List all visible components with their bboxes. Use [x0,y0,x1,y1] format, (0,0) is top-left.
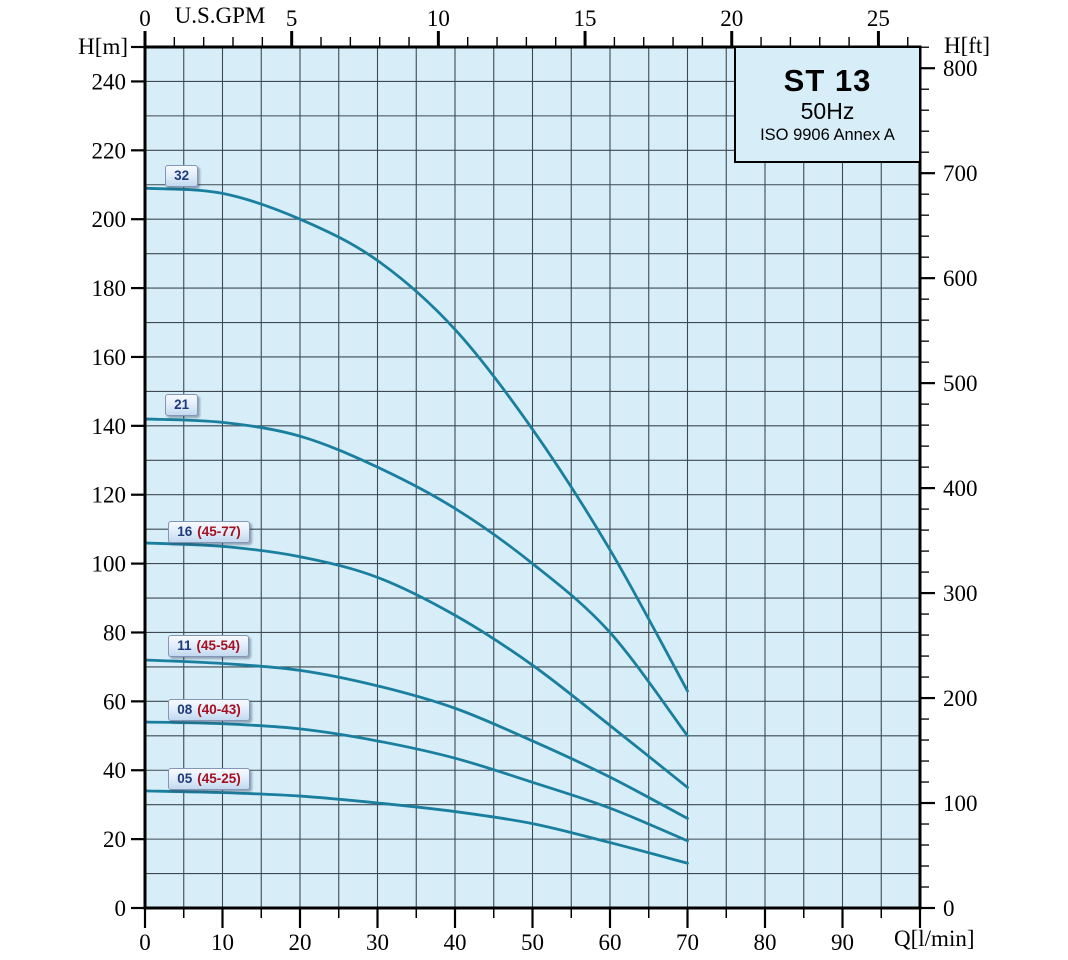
left-axis-tick-label: 200 [92,207,127,232]
right-axis-tick-label: 300 [943,581,978,606]
right-axis-tick-label: 400 [943,476,978,501]
curve-16 [143,541,689,789]
top-axis-tick-label: 25 [867,6,890,31]
right-axis-tick-label: 100 [943,791,978,816]
right-axis-tick-label: 0 [943,896,955,921]
curve-21 [143,417,689,738]
bottom-axis-unit-label: Q[l/min] [894,926,975,951]
left-axis-tick-label: 60 [103,689,126,714]
curve-label-number: 05 [177,771,193,787]
left-axis-tick-label: 120 [92,483,127,508]
curve-label-number: 21 [174,397,190,413]
curve-label-16: 16 (45-77) [168,520,250,543]
curve-label-number: 08 [177,701,193,717]
bottom-axis-tick-label: 10 [211,930,234,955]
pump-model-title: ST 13 [783,62,872,98]
curve-label-number: 32 [174,168,190,184]
curve-08 [143,720,689,843]
top-axis-tick-label: 15 [574,6,597,31]
curve-label-08: 08 (40-43) [168,698,250,721]
bottom-axis-tick-label: 30 [366,930,389,955]
top-axis-tick-label: 5 [286,6,298,31]
bottom-axis-tick-label: 40 [444,930,467,955]
bottom-axis-tick-label: 20 [289,930,312,955]
curve-label-05: 05 (45-25) [168,768,250,791]
bottom-axis-tick-label: 90 [831,930,854,955]
frequency-label: 50Hz [800,97,855,124]
bottom-axis-tick-label: 0 [139,930,151,955]
curve-label-code: (45-77) [197,523,241,539]
left-axis-tick-label: 80 [103,620,126,645]
left-axis-tick-label: 220 [92,138,127,163]
right-axis-tick-label: 500 [943,371,978,396]
right-axis-tick-label: 800 [943,56,978,81]
curve-label-code: (40-43) [197,701,241,717]
standard-label: ISO 9906 Annex A [760,125,895,144]
curve-label-number: 11 [177,638,192,654]
curve-label-number: 16 [177,523,193,539]
right-axis-tick-label: 200 [943,686,978,711]
curve-label-32: 32 [165,165,199,188]
right-axis-tick-label: 700 [943,161,978,186]
curve-05 [143,789,689,865]
bottom-axis-tick-label: 70 [676,930,699,955]
bottom-axis-tick-label: 80 [754,930,777,955]
top-axis-tick-label: 0 [139,6,151,31]
title-box: ST 13 50Hz ISO 9906 Annex A [734,46,921,163]
bottom-axis-tick-label: 60 [599,930,622,955]
right-axis-tick-label: 600 [943,266,978,291]
top-axis-tick-label: 10 [427,6,450,31]
left-axis-tick-label: 20 [103,827,126,852]
left-axis-tick-label: 100 [92,552,127,577]
left-axis-unit-label: H[m] [78,34,128,59]
bottom-axis-tick-label: 50 [521,930,544,955]
curve-label-11: 11 (45-54) [168,635,250,658]
left-axis-tick-label: 240 [92,69,127,94]
curve-label-code: (45-54) [196,638,241,654]
left-axis-tick-label: 40 [103,758,126,783]
left-axis-tick-label: 160 [92,345,127,370]
left-axis-tick-label: 140 [92,414,127,439]
top-axis-tick-label: 20 [720,6,743,31]
top-axis-unit-label: U.S.GPM [174,3,266,28]
curve-label-code: (45-25) [197,771,241,787]
curve-32 [143,186,689,693]
left-axis-tick-label: 0 [115,896,127,921]
left-axis-tick-label: 180 [92,276,127,301]
right-axis-unit-label: H[ft] [944,33,990,58]
curve-11 [143,658,689,820]
curve-label-21: 21 [165,394,199,417]
